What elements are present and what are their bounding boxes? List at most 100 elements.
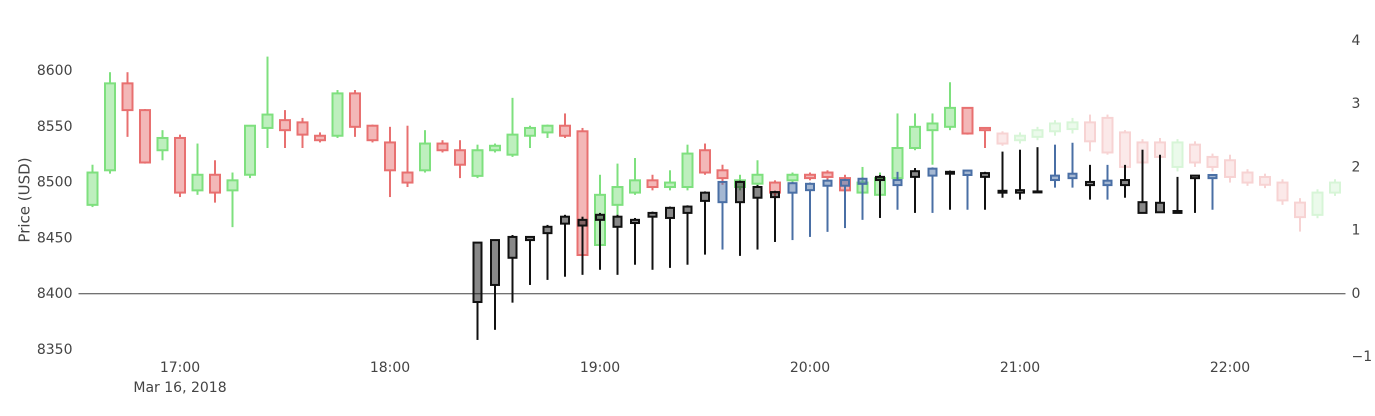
candle-body	[595, 213, 605, 221]
candle-body	[121, 82, 134, 112]
candle-body	[927, 167, 938, 177]
y-tick-label: 8400	[37, 286, 73, 302]
candle-body	[525, 235, 535, 242]
candle-body	[331, 92, 344, 137]
candle-body	[840, 179, 850, 187]
candle-body	[716, 169, 729, 180]
candle-body	[1050, 174, 1060, 182]
candle-body	[560, 215, 570, 225]
y2-tick-label: −1	[1352, 349, 1373, 365]
candle-body	[804, 173, 816, 180]
candle-body	[611, 186, 624, 206]
x-tick-label: 18:00	[370, 360, 410, 376]
candle-body	[1066, 121, 1079, 131]
candle-body	[961, 106, 974, 135]
candle-body	[1189, 143, 1201, 164]
candle-body	[1032, 190, 1043, 194]
candle-body	[612, 215, 623, 228]
x-date-label: Mar 16, 2018	[133, 380, 226, 396]
candle-body	[1101, 116, 1114, 154]
x-tick-label: 19:00	[580, 360, 620, 376]
candle-body	[909, 125, 921, 150]
candle-body	[1085, 180, 1095, 187]
y-tick-label: 8450	[37, 230, 73, 246]
candle-body	[787, 182, 798, 194]
candle-body	[366, 124, 379, 142]
candle-body	[1329, 181, 1341, 194]
y-tick-label: 8550	[37, 119, 73, 135]
candle-body	[524, 126, 536, 137]
series	[86, 56, 991, 257]
candle-body	[910, 170, 920, 178]
candle-body	[629, 179, 641, 194]
candle-body	[296, 121, 309, 136]
candle-body	[489, 144, 501, 152]
x-tick-label: 21:00	[1000, 360, 1040, 376]
candle-body	[682, 205, 693, 214]
candle-body	[1206, 155, 1219, 168]
candle-body	[944, 106, 956, 128]
candle-body	[1224, 159, 1236, 178]
candle-body	[209, 173, 221, 194]
candle-body	[1241, 171, 1254, 184]
candle-body	[857, 177, 868, 185]
y2-tick-label: 3	[1352, 96, 1361, 112]
candle-body	[1190, 174, 1200, 180]
candle-body	[647, 211, 658, 218]
candle-body	[630, 218, 640, 225]
candle-body	[454, 149, 466, 166]
candle-body	[875, 175, 885, 182]
candle-body	[1172, 210, 1183, 214]
candle-body	[717, 180, 728, 204]
candle-body	[226, 179, 239, 192]
candle-body	[156, 136, 169, 152]
candle-body	[979, 126, 991, 132]
candle-body	[314, 134, 326, 142]
candle-body	[681, 152, 694, 189]
candle-body	[1084, 121, 1096, 143]
candle-body	[542, 225, 553, 235]
x-tick-label: 20:00	[790, 360, 830, 376]
candle-body	[646, 179, 659, 189]
candle-body	[472, 241, 483, 304]
candle-body	[1120, 179, 1130, 187]
candle-body	[174, 136, 186, 194]
candle-body	[1049, 122, 1061, 133]
candle-body	[1014, 134, 1026, 142]
candle-body	[419, 142, 431, 172]
y2-tick-label: 4	[1352, 33, 1361, 49]
candle-body	[506, 133, 519, 156]
y-axis-title: Price (USD)	[16, 157, 34, 242]
candle-body	[1067, 172, 1078, 180]
candle-body	[665, 206, 675, 219]
candle-body	[436, 142, 449, 152]
candle-body	[191, 173, 204, 192]
candle-body	[1259, 175, 1271, 186]
series	[472, 142, 1218, 340]
candle-body	[1031, 129, 1044, 138]
candle-body	[700, 191, 710, 202]
candle-body	[786, 173, 799, 182]
x-tick-label: 22:00	[1210, 360, 1250, 376]
candle-body	[735, 180, 745, 204]
candle-body	[1154, 141, 1166, 158]
y-tick-label: 8600	[37, 63, 73, 79]
candle-body	[980, 172, 990, 178]
candle-body	[507, 235, 518, 259]
y-tick-label: 8350	[37, 342, 73, 358]
candle-body	[541, 124, 554, 134]
candle-body	[699, 149, 711, 174]
candle-body	[104, 82, 116, 172]
candle-body	[384, 141, 396, 172]
candle-body	[1137, 201, 1148, 214]
candle-body	[349, 92, 361, 128]
candle-body	[1294, 201, 1306, 219]
candle-body	[1276, 181, 1289, 202]
candle-body	[1171, 141, 1184, 168]
candle-body	[996, 132, 1009, 145]
candle-body	[822, 179, 833, 187]
candle-body	[1015, 189, 1025, 194]
candle-body	[471, 149, 484, 177]
candle-body	[86, 171, 99, 206]
